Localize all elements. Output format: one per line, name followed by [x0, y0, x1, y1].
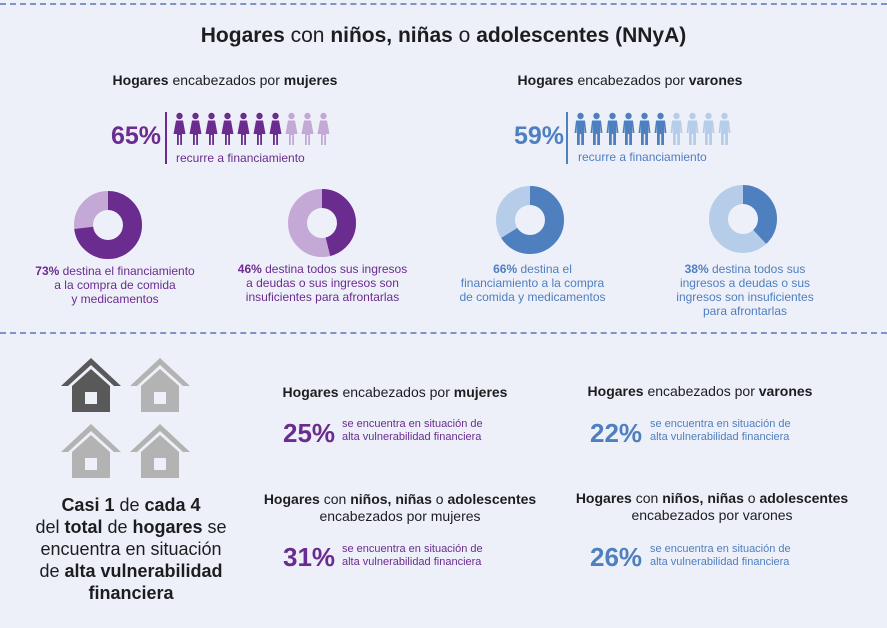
women-donut-food-caption: 73% destina el financiamiento a la compr…	[35, 264, 195, 306]
woman-figure-icon	[173, 112, 186, 146]
men-donut-debts	[709, 185, 777, 253]
women-donut-food	[74, 191, 142, 259]
house-icon	[130, 424, 190, 478]
women-donut-debts-caption: 46% destina todos sus ingresos a deudas …	[237, 262, 408, 304]
man-figure-icon	[638, 112, 651, 146]
donut-value-arc	[74, 191, 142, 259]
woman-figure-icon	[205, 112, 218, 146]
woman-figure-icon	[285, 112, 298, 146]
house-icon	[130, 358, 190, 412]
women-vulnerability-percent: 25%	[283, 418, 336, 448]
top-dashed-divider	[0, 3, 887, 5]
men-vulnerability-heading: Hogares encabezados por varones	[587, 383, 813, 399]
house-icon	[61, 424, 121, 478]
men-vulnerability-text: se encuentra en situación de alta vulnera…	[650, 418, 791, 443]
men-figures-row	[574, 112, 731, 146]
men-financing-percent: 59%	[514, 122, 565, 150]
man-figure-icon	[590, 112, 603, 146]
page-title: Hogares con niños, niñas o adolescentes …	[200, 24, 687, 47]
men-nnya-vulnerability-heading: Hogares con niños, niñas o adolescentes …	[575, 490, 849, 523]
men-section-heading: Hogares encabezados por varones	[517, 72, 743, 88]
man-figure-icon	[606, 112, 619, 146]
women-section-heading: Hogares encabezados por mujeres	[112, 72, 338, 88]
woman-figure-icon	[317, 112, 330, 146]
man-figure-icon	[670, 112, 683, 146]
woman-figure-icon	[253, 112, 266, 146]
men-percent-divider	[566, 112, 568, 164]
man-figure-icon	[622, 112, 635, 146]
women-figures-row	[173, 112, 330, 146]
man-figure-icon	[718, 112, 731, 146]
women-nnya-vulnerability-heading: Hogares con niños, niñas o adolescentes …	[263, 491, 537, 524]
woman-figure-icon	[269, 112, 282, 146]
women-nnya-vulnerability-percent: 31%	[283, 542, 336, 572]
woman-figure-icon	[237, 112, 250, 146]
men-recurre-label: recurre a financiamiento	[578, 150, 707, 164]
women-percent-divider	[165, 112, 167, 164]
women-vulnerability-text: se encuentra en situación de alta vulnera…	[342, 418, 483, 443]
woman-figure-icon	[189, 112, 202, 146]
men-donut-food	[496, 186, 564, 254]
woman-figure-icon	[221, 112, 234, 146]
donut-value-arc	[496, 186, 564, 254]
casi-1-de-4-statement: Casi 1 de cada 4 del total de hogares se…	[35, 495, 227, 603]
men-donut-debts-caption: 38% destina todos sus ingresos a deudas …	[676, 262, 814, 318]
man-figure-icon	[654, 112, 667, 146]
men-nnya-vulnerability-percent: 26%	[590, 542, 643, 572]
women-financing-percent: 65%	[111, 122, 162, 150]
women-donut-debts	[288, 189, 356, 257]
woman-figure-icon	[301, 112, 314, 146]
donut-value-arc	[288, 189, 356, 257]
men-donut-food-caption: 66% destina el financiamiento a la compr…	[459, 262, 606, 304]
house-icon-highlighted	[61, 358, 121, 412]
women-recurre-label: recurre a financiamiento	[176, 151, 305, 165]
women-vulnerability-heading: Hogares encabezados por mujeres	[282, 384, 508, 400]
middle-dashed-divider	[0, 332, 887, 334]
donut-value-arc	[709, 185, 777, 253]
man-figure-icon	[574, 112, 587, 146]
man-figure-icon	[686, 112, 699, 146]
men-vulnerability-percent: 22%	[590, 418, 643, 448]
men-nnya-vulnerability-text: se encuentra en situación de alta vulnera…	[650, 543, 791, 568]
women-nnya-vulnerability-text: se encuentra en situación de alta vulnera…	[342, 543, 483, 568]
man-figure-icon	[702, 112, 715, 146]
